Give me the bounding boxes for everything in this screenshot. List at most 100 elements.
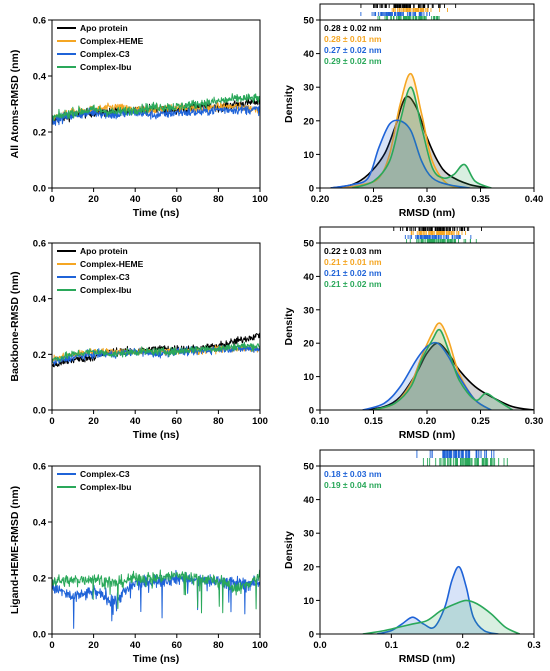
y-tick-label: 30 (303, 529, 314, 540)
axis-ticks: 0.20 0.25 0.30 0.35 0.40 0 10 20 30 40 50 (303, 16, 543, 206)
y-axis-label: Backbone-RMSD (nm) (9, 271, 21, 381)
y-axis-label: Ligand-HEME-RMSD (nm) (9, 486, 21, 614)
stat-label-2: 0.27 ± 0.02 nm (324, 45, 382, 55)
chart-dens-all: 0.28 ± 0.02 nm0.28 ± 0.01 nm0.27 ± 0.02 … (283, 3, 543, 219)
y-tick-label: 30 (303, 83, 314, 94)
x-tick-label: 20 (88, 640, 99, 651)
plot-area (362, 565, 521, 634)
x-tick-label: 20 (88, 194, 99, 205)
stat-label-1: 0.28 ± 0.01 nm (324, 34, 382, 44)
density-fill-1 (373, 323, 492, 410)
y-tick-label: 20 (303, 339, 314, 350)
y-tick-label: 0.4 (33, 518, 47, 529)
chart-dens-bb: 0.22 ± 0.03 nm0.21 ± 0.01 nm0.21 ± 0.02 … (283, 226, 543, 441)
rug-band (393, 227, 482, 243)
stat-label-0: 0.18 ± 0.03 nm (324, 469, 382, 479)
y-tick-label: 0 (309, 630, 314, 641)
x-tick-label: 0.30 (525, 416, 544, 427)
chart-time-all: Apo protein Complex-HEME Complex-C3 Complex… (9, 16, 268, 220)
y-tick-label: 0.0 (33, 406, 46, 417)
y-tick-label: 0.4 (33, 294, 47, 305)
y-tick-label: 50 (303, 16, 314, 27)
y-tick-label: 20 (303, 562, 314, 573)
plot-frame (51, 465, 261, 635)
y-tick-label: 50 (303, 239, 314, 250)
x-tick-label: 0.3 (527, 640, 540, 651)
x-tick-label: 0.10 (311, 416, 330, 427)
x-tick-label: 0.20 (418, 416, 437, 427)
y-tick-label: 0.2 (33, 574, 46, 585)
chart-time-bb: Apo protein Complex-HEME Complex-C3 Complex… (9, 239, 268, 442)
legend-label-1: Complex-Ibu (80, 482, 131, 492)
y-tick-label: 0.6 (33, 16, 46, 27)
density-curve-0 (376, 565, 499, 634)
stats-annotations: 0.18 ± 0.03 nm0.19 ± 0.04 nm (324, 469, 382, 490)
x-axis-label: Time (ns) (133, 653, 179, 665)
x-tick-label: 100 (252, 640, 268, 651)
axis-ticks: 0.10 0.15 0.20 0.25 0.30 0 10 20 30 40 50 (303, 239, 543, 428)
stats-annotations: 0.22 ± 0.03 nm0.21 ± 0.01 nm0.21 ± 0.02 … (324, 246, 382, 289)
series-line-3 (52, 341, 260, 364)
legend: Apo protein Complex-HEME Complex-C3 Complex… (57, 246, 144, 295)
density-curve-2 (362, 341, 492, 410)
stats-annotations: 0.28 ± 0.02 nm0.28 ± 0.01 nm0.27 ± 0.02 … (324, 23, 382, 66)
plot-area (52, 332, 260, 368)
x-tick-label: 0.1 (385, 640, 399, 651)
x-tick-label: 80 (213, 194, 224, 205)
legend: Apo protein Complex-HEME Complex-C3 Complex… (57, 23, 144, 72)
x-tick-label: 0.35 (471, 194, 490, 205)
y-tick-label: 30 (303, 305, 314, 316)
stat-label-1: 0.19 ± 0.04 nm (324, 480, 382, 490)
x-tick-label: 80 (213, 640, 224, 651)
y-tick-label: 0.4 (33, 72, 47, 83)
y-axis-label: Density (283, 85, 295, 123)
density-curve-3 (373, 328, 514, 410)
y-tick-label: 0.0 (33, 184, 46, 195)
legend-label-0: Apo protein (80, 246, 128, 256)
x-tick-label: 100 (252, 416, 268, 427)
rug-band (360, 4, 457, 20)
density-fill-0 (377, 566, 499, 634)
density-curve-1 (362, 599, 521, 634)
axis-ticks: 0.0 0.1 0.2 0.3 0 10 20 30 40 50 (303, 462, 540, 652)
plot-frame (319, 465, 535, 635)
density-fill-2 (330, 120, 470, 188)
x-tick-label: 40 (130, 416, 141, 427)
y-tick-label: 0.6 (33, 462, 46, 473)
legend-label-0: Complex-C3 (80, 469, 130, 479)
y-axis-label: All Atoms-RMSD (nm) (9, 50, 21, 159)
x-tick-label: 40 (130, 640, 141, 651)
plot-area (362, 322, 534, 410)
legend-label-3: Complex-Ibu (80, 285, 131, 295)
y-tick-label: 50 (303, 462, 314, 473)
series-line-2 (52, 104, 260, 126)
y-tick-label: 0 (309, 406, 314, 417)
plot-area (52, 569, 260, 629)
x-tick-label: 60 (172, 194, 183, 205)
plot-frame (51, 19, 261, 189)
stat-label-1: 0.21 ± 0.01 nm (324, 257, 382, 267)
stat-label-2: 0.21 ± 0.02 nm (324, 268, 382, 278)
x-tick-label: 0.25 (471, 416, 490, 427)
x-tick-label: 0 (49, 640, 54, 651)
axis-ticks: 0 20 40 60 80 100 0.0 0.2 0.4 0.6 (33, 239, 268, 428)
y-tick-label: 0 (309, 184, 314, 195)
x-tick-label: 0.40 (525, 194, 544, 205)
axis-ticks: 0 20 40 60 80 100 0.0 0.2 0.4 0.6 (33, 16, 268, 206)
y-tick-label: 0.2 (33, 128, 46, 139)
x-tick-label: 0.0 (313, 640, 326, 651)
x-tick-label: 0.15 (364, 416, 383, 427)
x-tick-label: 80 (213, 416, 224, 427)
y-tick-label: 0.0 (33, 630, 46, 641)
plot-area (330, 72, 492, 188)
legend: Complex-C3 Complex-Ibu (57, 469, 131, 492)
legend-label-0: Apo protein (80, 23, 128, 33)
density-fill-2 (362, 342, 492, 410)
density-curve-0 (330, 95, 492, 188)
plot-frame (51, 242, 261, 411)
stat-label-0: 0.22 ± 0.03 nm (324, 246, 382, 256)
y-axis-label: Density (283, 307, 295, 345)
y-axis-label: Density (283, 531, 295, 569)
legend-label-2: Complex-C3 (80, 272, 130, 282)
